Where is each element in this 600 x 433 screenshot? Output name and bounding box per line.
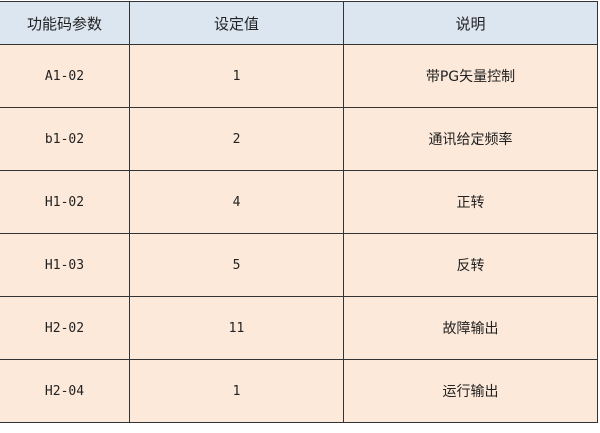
cell-desc: 故障输出 bbox=[343, 296, 598, 360]
cell-desc: 反转 bbox=[343, 233, 598, 297]
cell-desc: 正转 bbox=[343, 170, 598, 234]
cell-desc: 通讯给定频率 bbox=[343, 107, 598, 171]
cell-code: H1-02 bbox=[0, 170, 130, 234]
cell-code: A1-02 bbox=[0, 44, 130, 108]
cell-desc: 带PG矢量控制 bbox=[343, 44, 598, 108]
cell-value: 11 bbox=[129, 296, 344, 360]
table-row: b1-02 2 通讯给定频率 bbox=[0, 107, 598, 171]
cell-code: H2-04 bbox=[0, 359, 130, 423]
header-row: 功能码参数 设定值 说明 bbox=[0, 1, 598, 45]
cell-desc: 运行输出 bbox=[343, 359, 598, 423]
table-row: H1-03 5 反转 bbox=[0, 233, 598, 297]
header-code: 功能码参数 bbox=[0, 1, 130, 45]
table-row: H2-02 11 故障输出 bbox=[0, 296, 598, 360]
header-desc: 说明 bbox=[343, 1, 598, 45]
cell-value: 1 bbox=[129, 44, 344, 108]
cell-code: H1-03 bbox=[0, 233, 130, 297]
table-row: H2-04 1 运行输出 bbox=[0, 359, 598, 423]
cell-value: 5 bbox=[129, 233, 344, 297]
cell-value: 4 bbox=[129, 170, 344, 234]
cell-value: 1 bbox=[129, 359, 344, 423]
cell-code: H2-02 bbox=[0, 296, 130, 360]
header-value: 设定值 bbox=[129, 1, 344, 45]
table-row: H1-02 4 正转 bbox=[0, 170, 598, 234]
table-row: A1-02 1 带PG矢量控制 bbox=[0, 44, 598, 108]
parameter-table: 功能码参数 设定值 说明 A1-02 1 带PG矢量控制 b1-02 2 通讯给定频率 H1… bbox=[0, 1, 598, 423]
cell-value: 2 bbox=[129, 107, 344, 171]
cell-code: b1-02 bbox=[0, 107, 130, 171]
